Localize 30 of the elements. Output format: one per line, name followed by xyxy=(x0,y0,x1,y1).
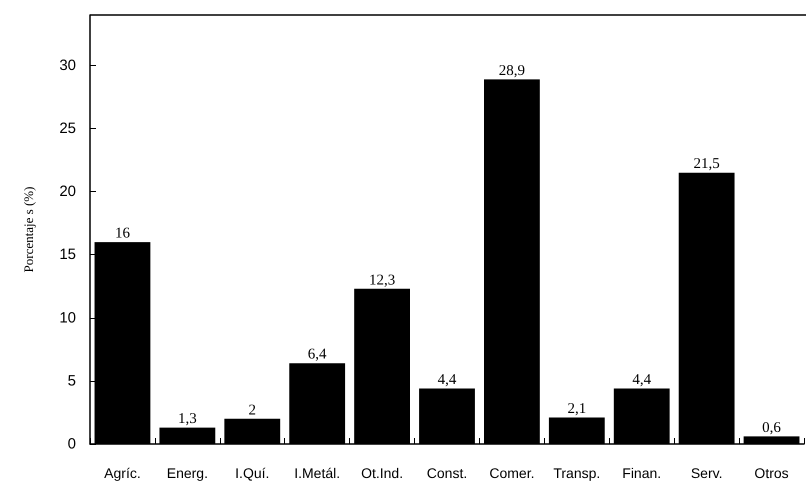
y-tick-label: 30 xyxy=(59,56,76,74)
x-tick-label: Const. xyxy=(426,465,468,481)
y-axis-title: Porcentaje s (%) xyxy=(21,186,36,272)
x-tick-label: Transp. xyxy=(553,465,600,481)
x-tick-label: Agríc. xyxy=(104,465,141,481)
x-tick-label: I.Quí. xyxy=(235,465,270,481)
x-tick-label: Ot.Ind. xyxy=(361,465,404,481)
y-tick-label: 10 xyxy=(59,309,76,326)
x-tick-label: Otros xyxy=(754,465,789,481)
y-tick-label: 0 xyxy=(68,436,76,452)
data-label: 28,9 xyxy=(498,62,526,79)
x-tick-label: Energ. xyxy=(166,465,208,481)
data-label: 2,1 xyxy=(567,401,586,418)
data-label: 12,3 xyxy=(368,272,396,288)
data-label: 1,3 xyxy=(178,411,197,428)
y-tick-label: 5 xyxy=(68,372,76,390)
data-label: 4,4 xyxy=(632,372,652,388)
x-tick-label: Comer. xyxy=(489,465,534,481)
data-label: 16 xyxy=(114,226,130,242)
y-tick-label: 20 xyxy=(59,183,76,200)
data-label: 0,6 xyxy=(762,420,782,436)
data-label: 2 xyxy=(248,402,256,418)
x-tick-label: I.Metál. xyxy=(294,465,340,481)
data-label: 21,5 xyxy=(694,156,720,172)
x-tick-label: Serv. xyxy=(690,465,722,481)
x-tick-label: Finan. xyxy=(622,465,662,481)
y-tick-label: 25 xyxy=(59,120,76,138)
data-label: 4,4 xyxy=(438,372,457,388)
y-tick-label: 15 xyxy=(59,246,76,264)
data-label: 6,4 xyxy=(308,346,328,363)
